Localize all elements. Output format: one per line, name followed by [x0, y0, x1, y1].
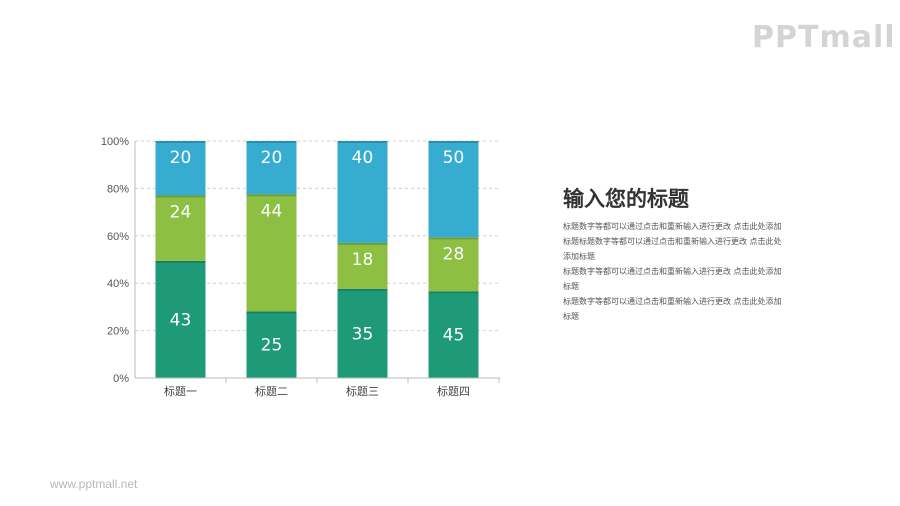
bar-segment — [337, 288, 388, 378]
bar-segment — [428, 237, 479, 292]
logo: PPTmall — [752, 20, 896, 55]
text-panel: 输入您的标题 标题数字等都可以通过点击和重新输入进行更改 点击此处添加标题标题数… — [563, 183, 788, 324]
bar-segment — [337, 141, 388, 243]
data-label: 44 — [261, 201, 283, 221]
bar-segment — [155, 260, 206, 378]
data-label: 50 — [443, 148, 465, 168]
data-label: 18 — [352, 250, 374, 270]
panel-title: 输入您的标题 — [563, 187, 689, 211]
x-tick-label: 标题一 — [164, 384, 197, 398]
bar-segment — [155, 195, 206, 261]
data-label: 45 — [443, 326, 465, 346]
bar-segment — [246, 194, 297, 312]
bar-segment — [155, 141, 206, 196]
data-label: 35 — [352, 324, 374, 344]
y-tick-label: 40% — [107, 278, 129, 290]
data-label: 20 — [261, 148, 283, 168]
data-label: 24 — [170, 202, 192, 222]
x-tick-label: 标题二 — [255, 384, 288, 398]
y-tick-label: 60% — [107, 231, 129, 243]
bar-segment — [428, 141, 479, 238]
y-tick-label: 0% — [113, 373, 129, 385]
data-label: 43 — [170, 310, 192, 330]
x-tick-label: 标题四 — [437, 384, 470, 398]
panel-paragraph: 标题数字等都可以通过点击和重新输入进行更改 点击此处添加标题 — [563, 297, 782, 321]
y-tick-label: 80% — [107, 183, 129, 195]
footer-url: www.pptmall.net — [50, 477, 138, 491]
data-label: 25 — [261, 336, 283, 356]
x-tick-label: 标题三 — [346, 384, 379, 398]
data-label: 20 — [170, 148, 192, 168]
bar-segment — [246, 141, 297, 195]
y-tick-label: 100% — [101, 136, 129, 148]
bar-segment — [428, 291, 479, 378]
data-label: 28 — [443, 244, 465, 264]
panel-paragraph: 标题数字等都可以通过点击和重新输入进行更改 点击此处添加标题 — [563, 267, 782, 291]
y-tick-label: 20% — [107, 326, 129, 338]
data-label: 40 — [352, 148, 374, 168]
bar-segment — [337, 242, 388, 289]
bar-segment — [246, 311, 297, 378]
panel-paragraph: 标题数字等都可以通过点击和重新输入进行更改 点击此处添加标题标题数字等都可以通过… — [563, 222, 782, 261]
